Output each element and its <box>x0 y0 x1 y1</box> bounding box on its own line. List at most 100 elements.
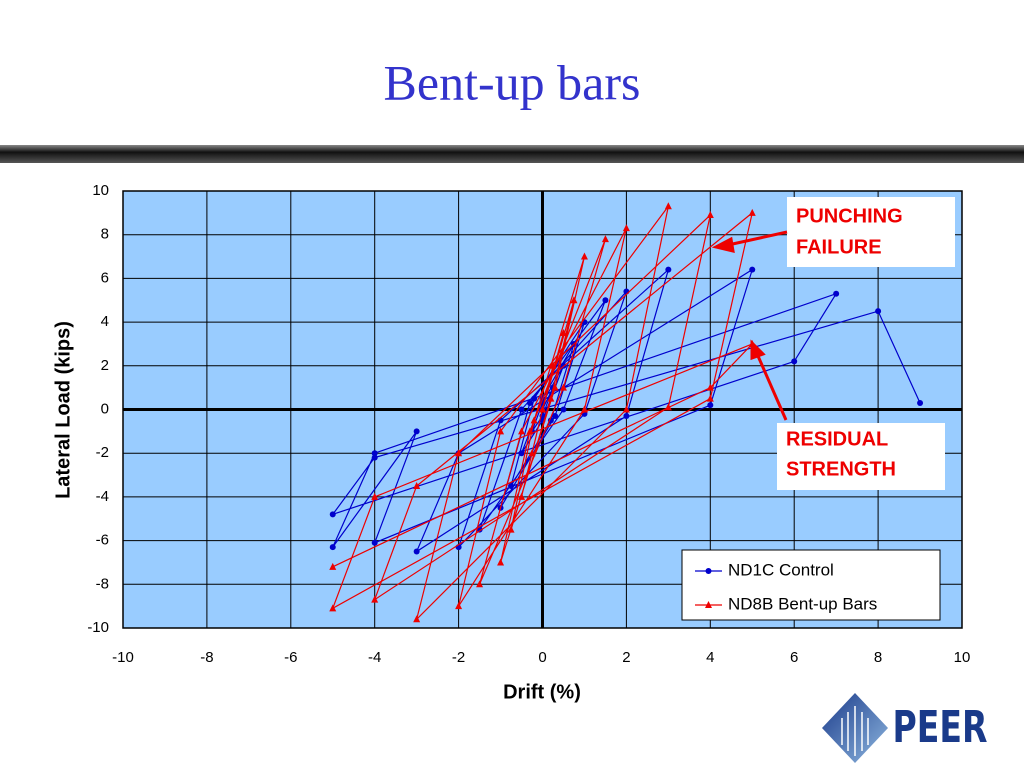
data-point <box>329 511 336 518</box>
data-point <box>497 427 505 435</box>
data-point <box>547 394 555 402</box>
data-point <box>329 562 337 570</box>
x-axis-label: Drift (%) <box>503 681 581 703</box>
data-point <box>706 383 714 391</box>
data-point <box>371 492 379 500</box>
annotation-box <box>787 197 955 267</box>
legend-marker <box>705 568 712 574</box>
x-tick-label: -4 <box>368 649 381 666</box>
data-point <box>476 580 484 588</box>
data-point <box>413 481 421 489</box>
y-tick-label: -8 <box>96 575 109 592</box>
data-point <box>329 544 336 551</box>
data-point <box>664 403 672 411</box>
data-point <box>833 290 840 297</box>
annotation-text: RESIDUAL <box>786 428 888 450</box>
data-point <box>497 558 505 566</box>
data-point <box>413 548 420 555</box>
y-tick-label: 0 <box>101 400 109 417</box>
data-point <box>665 266 672 273</box>
data-point <box>622 405 630 413</box>
legend <box>681 549 941 621</box>
logo-text: PEER <box>893 702 988 753</box>
y-tick-label: -4 <box>96 488 109 505</box>
logo: PEER <box>822 693 988 763</box>
data-point <box>518 406 525 413</box>
data-point <box>371 454 378 461</box>
plot-border <box>122 190 963 629</box>
data-point <box>526 427 534 435</box>
data-point <box>875 308 882 315</box>
data-point <box>518 427 526 435</box>
data-point <box>549 361 557 369</box>
data-point <box>531 395 538 402</box>
annotation-text: STRENGTH <box>786 458 896 480</box>
x-tick-label: 0 <box>538 649 546 666</box>
y-tick-label: 10 <box>92 182 109 199</box>
x-tick-label: 8 <box>874 649 882 666</box>
data-point <box>706 394 714 402</box>
data-point <box>622 224 630 232</box>
data-point <box>371 450 378 457</box>
data-point <box>917 399 924 406</box>
data-point <box>507 525 515 533</box>
x-tick-label: -6 <box>284 649 297 666</box>
annotation-text: FAILURE <box>796 236 882 258</box>
data-point <box>551 383 559 391</box>
data-point <box>559 329 567 337</box>
data-point <box>623 413 630 420</box>
data-point <box>526 399 533 406</box>
data-point <box>518 450 525 457</box>
data-point <box>455 449 463 457</box>
data-point <box>706 211 714 219</box>
annotation-arrows <box>711 230 788 421</box>
data-point <box>749 266 756 273</box>
x-tick-label: -10 <box>112 649 134 666</box>
data-point <box>560 406 567 413</box>
data-point <box>413 428 420 435</box>
data-point <box>601 235 609 243</box>
data-point <box>748 208 756 216</box>
y-tick-label: 8 <box>101 226 109 243</box>
data-point <box>371 595 379 603</box>
data-point <box>539 405 546 413</box>
data-point <box>329 604 337 612</box>
x-tick-label: 4 <box>706 649 714 666</box>
data-point <box>530 416 538 424</box>
data-point <box>602 297 609 304</box>
data-point <box>455 602 463 610</box>
data-point <box>580 252 588 260</box>
header-bar <box>0 145 1024 163</box>
data-point <box>791 358 798 365</box>
y-tick-label: -2 <box>96 444 109 461</box>
y-tick-label: 4 <box>101 313 109 330</box>
annotation-box <box>777 423 945 490</box>
y-axis-label: Lateral Load (kips) <box>52 321 74 499</box>
y-tick-label: -10 <box>87 619 109 636</box>
x-tick-label: -8 <box>200 649 213 666</box>
data-point <box>413 615 421 623</box>
x-tick-label: -2 <box>452 649 465 666</box>
data-point <box>570 296 578 304</box>
data-point <box>518 492 526 500</box>
data-point <box>528 449 536 457</box>
data-point <box>559 383 567 391</box>
y-tick-label: 6 <box>101 269 109 286</box>
legend-label: ND8B Bent-up Bars <box>728 594 877 613</box>
data-point <box>371 539 378 546</box>
slide-title: Bent-up bars <box>384 54 641 110</box>
legend-marker <box>705 601 712 608</box>
x-tick-label: 10 <box>954 649 971 666</box>
data-point <box>664 202 672 210</box>
y-tick-label: -6 <box>96 532 109 549</box>
data-point <box>580 405 588 413</box>
data-point <box>552 413 559 420</box>
legend-label: ND1C Control <box>728 560 834 579</box>
x-tick-label: 6 <box>790 649 798 666</box>
data-point <box>707 402 714 409</box>
x-tick-label: 2 <box>622 649 630 666</box>
data-point <box>508 482 515 489</box>
annotation-text: PUNCHING <box>796 205 903 227</box>
